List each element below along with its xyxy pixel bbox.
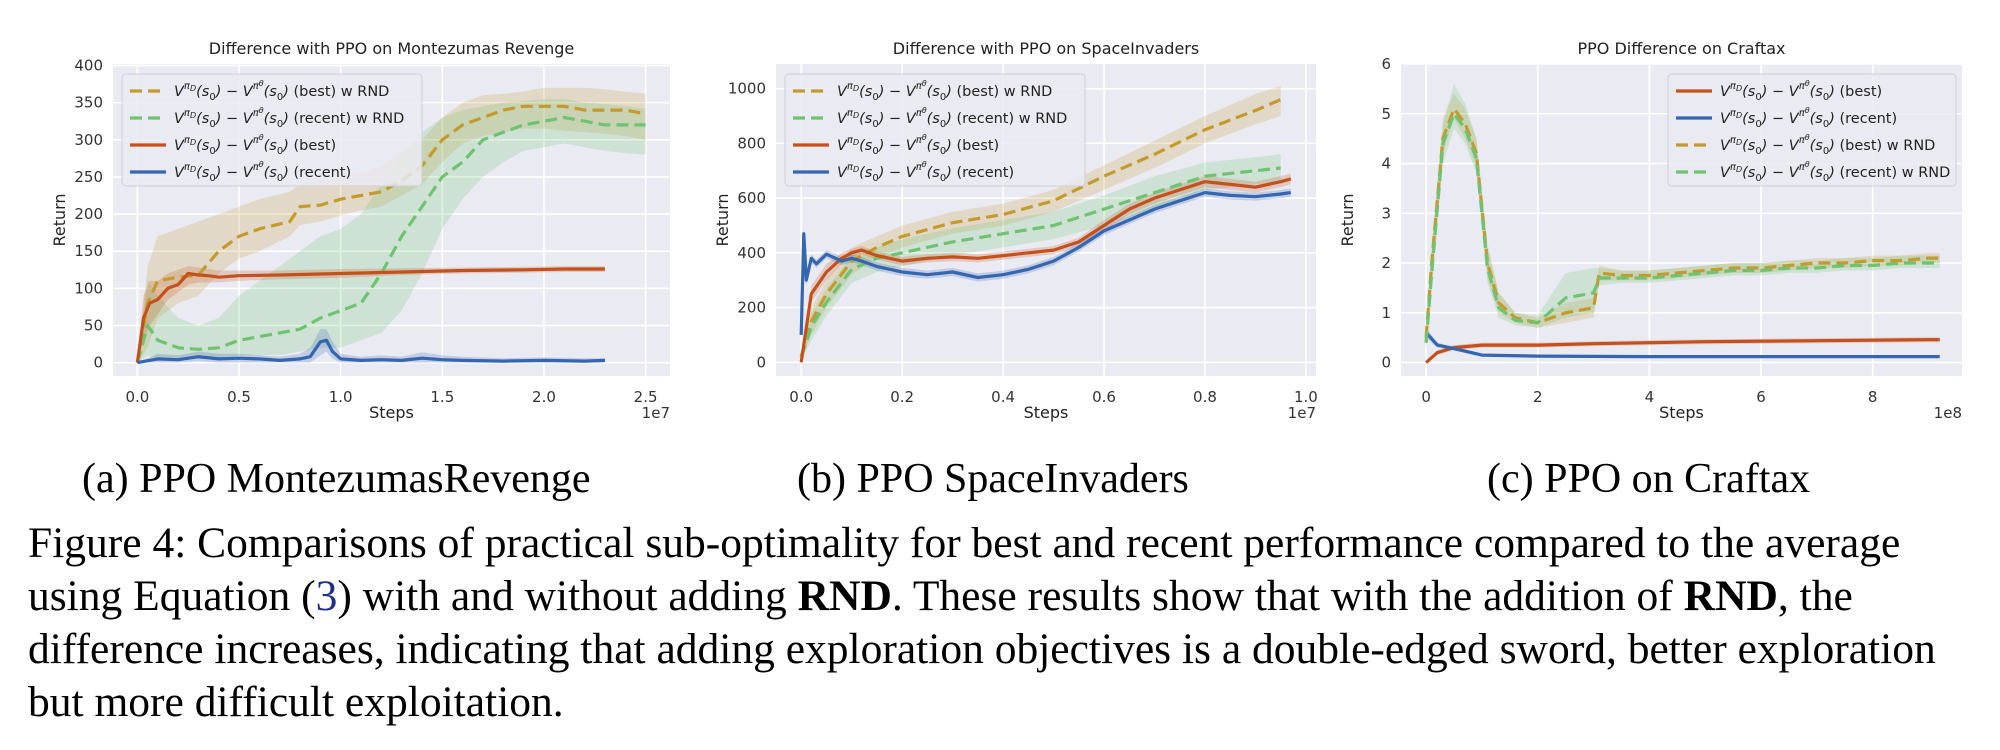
y-tick-label: 5 [1381,105,1391,123]
legend-box [1667,73,1957,187]
series-line-best_rnd [1424,107,1940,338]
legend-box [121,73,423,187]
legend: VπD(s0) − Vπθ(s0) (best) w RND VπD(s0) − … [784,73,1086,187]
chart-panel-2: 0.0 0.2 0.4 0.6 0.8 1.0 0 200 400 600 800 1000 Diffe… [713,39,1318,422]
x-tick-label: 1.5 [430,388,454,406]
y-axis-label: Return [1338,193,1357,246]
legend-label: VπD(s0) − Vπθ(s0) (recent) w RND [174,106,404,130]
x-tick-label: 2.0 [532,388,556,406]
caption-text-2: ) with and without adding [337,572,798,620]
x-axis-label: Steps [369,403,414,422]
chart-title: PPO Difference on Craftax [1577,39,1785,58]
x-tick-label: 1.0 [1294,388,1318,406]
legend-label: VπD(s0) − Vπθ(s0) (recent) w RND [837,106,1067,130]
x-scale-label: 1e7 [642,404,670,422]
series-band-best_rnd [137,87,646,363]
subcaption-b: (b) PPO SpaceInvaders [797,456,1189,502]
legend-label: VπD(s0) − Vπθ(s0) (recent) [174,160,351,184]
y-tick-label: 50 [84,316,103,334]
x-tick-label: 6 [1756,388,1766,406]
y-tick-label: 6 [1381,55,1391,73]
series-line-recent_rnd [1424,112,1940,343]
legend-label: VπD(s0) − Vπθ(s0) (best) [174,133,336,157]
legend-label: VπD(s0) − Vπθ(s0) (recent) w RND [1720,160,1950,184]
x-tick-label: 4 [1645,388,1655,406]
x-tick-label: 0.4 [991,388,1015,406]
x-tick-label: 0.2 [890,388,914,406]
legend-label: VπD(s0) − Vπθ(s0) (best) w RND [837,79,1052,103]
series-line-best_rnd [135,104,646,363]
series-line-recent [1424,331,1940,359]
x-tick-label: 0.8 [1193,388,1217,406]
y-tick-label: 0 [93,354,103,372]
y-tick-label: 400 [737,244,766,262]
x-tick-label: 0.0 [789,388,813,406]
x-tick-label: 2 [1533,388,1543,406]
x-tick-label: 1.0 [329,388,353,406]
y-tick-label: 1 [1381,304,1391,322]
legend: VπD(s0) − Vπθ(s0) (best) VπD(s0) − Vπθ(s0… [1667,73,1957,187]
legend: VπD(s0) − Vπθ(s0) (best) w RND VπD(s0) − … [121,73,423,187]
legend-label: VπD(s0) − Vπθ(s0) (best) [1720,79,1882,103]
x-tick-label: 2.5 [634,388,658,406]
chart-panel-3: 0 2 4 6 8 0 1 2 3 4 5 6 PPO Difference on Craftax Ste… [1338,39,1962,422]
subcaption-a: (a) PPO MontezumasRevenge [82,456,591,502]
series-line-recent_rnd [799,166,1281,358]
x-scale-label: 1e7 [1288,404,1316,422]
x-axis-label: Steps [1659,403,1704,422]
x-tick-label: 0 [1421,388,1431,406]
caption-rnd-1: RND [797,572,892,620]
legend-label: VπD(s0) − Vπθ(s0) (recent) [1720,106,1897,130]
series-line-best [799,177,1292,363]
y-tick-label: 0 [1381,354,1391,372]
legend-box [784,73,1086,187]
caption-text-1: Comparisons of practical sub-optimality … [28,519,1901,620]
series-line-best [135,267,605,363]
y-tick-label: 350 [74,94,103,112]
figure-number: Figure 4: [28,519,187,567]
series-band-best_rnd [801,85,1281,361]
legend-label: VπD(s0) − Vπθ(s0) (best) [837,133,999,157]
x-tick-label: 0.5 [227,388,251,406]
y-tick-label: 600 [737,189,766,207]
y-tick-label: 200 [737,299,766,317]
legend-label: VπD(s0) − Vπθ(s0) (best) w RND [174,79,389,103]
caption-rnd-2: RND [1683,572,1778,620]
y-tick-label: 800 [737,134,766,152]
y-tick-label: 250 [74,168,103,186]
x-tick-label: 0.6 [1092,388,1116,406]
y-tick-label: 100 [74,279,103,297]
x-tick-label: 0.0 [125,388,149,406]
caption-text-4: , the difference increases, indicating t… [28,572,1936,726]
equation-reference-link[interactable]: 3 [315,572,338,620]
y-tick-label: 400 [74,56,103,74]
y-axis-label: Return [713,193,732,246]
x-axis-label: Steps [1024,403,1069,422]
chart-title: Difference with PPO on Montezumas Reveng… [209,39,575,58]
y-tick-label: 150 [74,242,103,260]
chart-panel-1: 0.0 0.5 1.0 1.5 2.0 2.5 0 50 100 150 200 250 300 350 4… [50,39,670,422]
legend-label: VπD(s0) − Vπθ(s0) (recent) [837,160,1014,184]
y-tick-label: 300 [74,131,103,149]
y-axis-label: Return [50,193,69,246]
series-line-recent [799,191,1292,335]
y-tick-label: 1000 [728,80,766,98]
y-tick-label: 4 [1381,155,1391,173]
y-tick-label: 3 [1381,204,1391,222]
y-tick-label: 0 [756,353,766,371]
subcaption-c: (c) PPO on Craftax [1487,456,1811,502]
x-scale-label: 1e8 [1934,404,1962,422]
series-band-recent_rnd [137,98,646,363]
caption-text-3: . These results show that with the addit… [891,572,1684,620]
y-tick-label: 2 [1381,254,1391,272]
x-tick-label: 8 [1868,388,1878,406]
legend-label: VπD(s0) − Vπθ(s0) (best) w RND [1720,133,1935,157]
series-line-best_rnd [799,98,1282,358]
chart-title: Difference with PPO on SpaceInvaders [893,39,1199,58]
series-line-recent [137,338,605,365]
figure-panels: 0.0 0.5 1.0 1.5 2.0 2.50501001502002503003504… [50,39,1962,422]
figure-caption: Figure 4: Comparisons of practical sub-o… [28,517,1988,729]
y-tick-label: 200 [74,205,103,223]
